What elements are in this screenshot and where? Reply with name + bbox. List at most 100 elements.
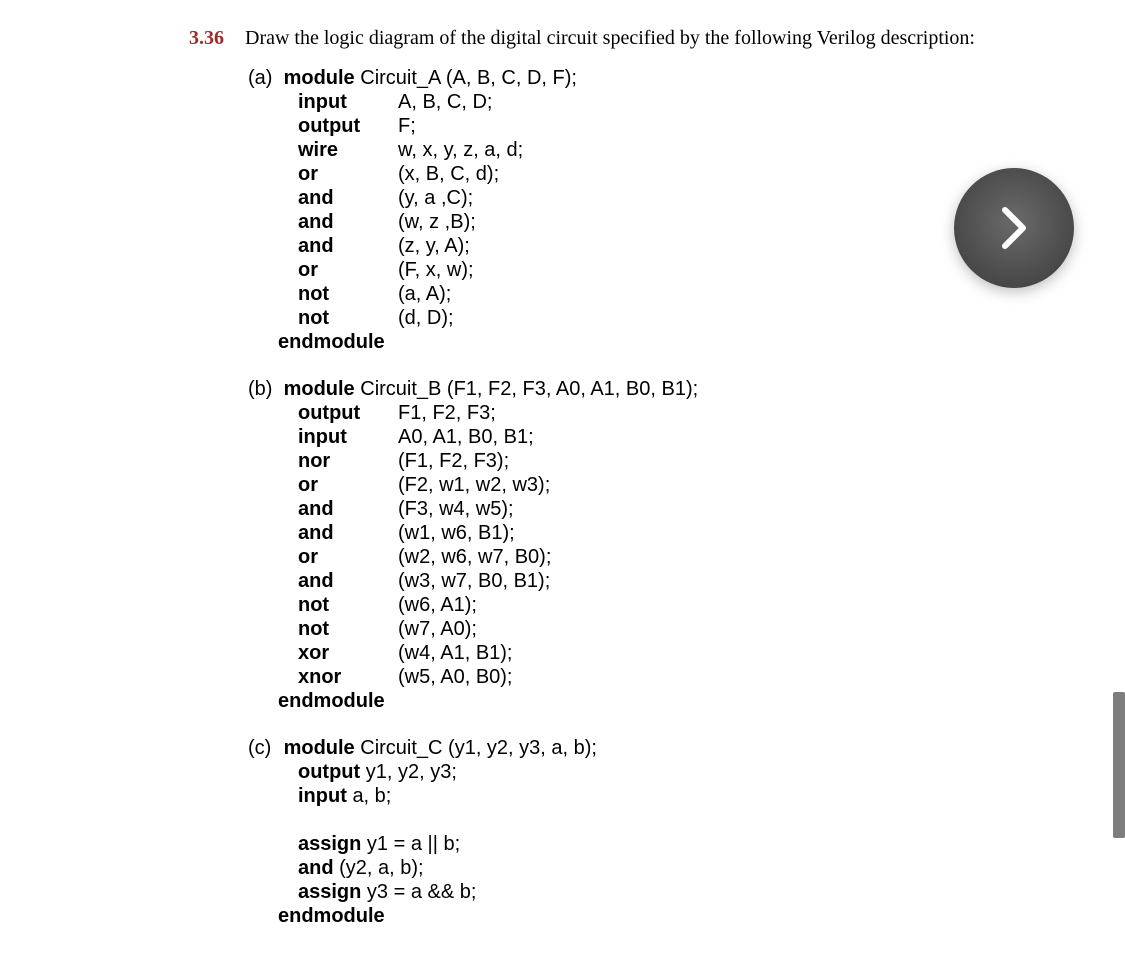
code-line: and(F3, w4, w5);: [298, 497, 698, 521]
next-button[interactable]: [954, 168, 1074, 288]
args: (y, a ,C);: [398, 186, 473, 210]
keyword: or: [298, 473, 398, 497]
keyword: input: [298, 785, 352, 807]
code-line: or(w2, w6, w7, B0);: [298, 545, 698, 569]
page: 3.36 Draw the logic diagram of the digit…: [0, 0, 1125, 956]
args: (y2, a, b);: [339, 857, 423, 879]
part-c-header: (c) module Circuit_C (y1, y2, y3, a, b);: [248, 736, 597, 760]
part-b-end: endmodule: [278, 689, 698, 713]
args: (w1, w6, B1);: [398, 521, 515, 545]
args: (z, y, A);: [398, 234, 470, 258]
question-text: Draw the logic diagram of the digital ci…: [245, 27, 975, 50]
part-c: (c) module Circuit_C (y1, y2, y3, a, b);…: [248, 736, 597, 928]
code-line: and (y2, a, b);: [298, 856, 597, 880]
keyword: and: [298, 521, 398, 545]
keyword: xnor: [298, 665, 398, 689]
args: A, B, C, D;: [398, 90, 492, 114]
args: y3 = a && b;: [367, 881, 477, 903]
code-line: output y1, y2, y3;: [298, 760, 597, 784]
code-line: not(w6, A1);: [298, 593, 698, 617]
part-a-label: (a): [248, 66, 278, 90]
args: (w3, w7, B0, B1);: [398, 569, 550, 593]
keyword: output: [298, 761, 366, 783]
keyword: wire: [298, 138, 398, 162]
code-line: not(a, A);: [298, 282, 577, 306]
code-line: and(w, z ,B);: [298, 210, 577, 234]
keyword: not: [298, 593, 398, 617]
code-line: xor(w4, A1, B1);: [298, 641, 698, 665]
args: a, b;: [352, 785, 391, 807]
args: y1, y2, y3;: [366, 761, 457, 783]
keyword: or: [298, 545, 398, 569]
args: (F2, w1, w2, w3);: [398, 473, 550, 497]
code-line: xnor(w5, A0, B0);: [298, 665, 698, 689]
args: (F, x, w);: [398, 258, 474, 282]
code-line: nor(F1, F2, F3);: [298, 449, 698, 473]
code-line: and(z, y, A);: [298, 234, 577, 258]
keyword: input: [298, 425, 398, 449]
part-a-body: inputA, B, C, D; outputF; wirew, x, y, z…: [298, 90, 577, 330]
code-line: input a, b;: [298, 784, 597, 808]
code-line: outputF;: [298, 114, 577, 138]
code-line: inputA, B, C, D;: [298, 90, 577, 114]
part-b-header: (b) module Circuit_B (F1, F2, F3, A0, A1…: [248, 377, 698, 401]
part-b: (b) module Circuit_B (F1, F2, F3, A0, A1…: [248, 377, 698, 713]
args: F;: [398, 114, 416, 138]
keyword: and: [298, 186, 398, 210]
part-a-module-kw: module: [284, 67, 355, 89]
part-b-body: outputF1, F2, F3; inputA0, A1, B0, B1; n…: [298, 401, 698, 689]
keyword: output: [298, 114, 398, 138]
args: y1 = a || b;: [367, 833, 460, 855]
part-c-decls: output y1, y2, y3; input a, b;: [298, 760, 597, 808]
keyword: assign: [298, 881, 367, 903]
keyword: assign: [298, 833, 367, 855]
code-line: and(y, a ,C);: [298, 186, 577, 210]
args: (w7, A0);: [398, 617, 477, 641]
args: (w5, A0, B0);: [398, 665, 513, 689]
keyword: or: [298, 162, 398, 186]
keyword: and: [298, 497, 398, 521]
args: F1, F2, F3;: [398, 401, 496, 425]
part-c-module-decl: Circuit_C (y1, y2, y3, a, b);: [355, 737, 597, 759]
keyword: and: [298, 857, 339, 879]
code-line: assign y3 = a && b;: [298, 880, 597, 904]
part-c-module-kw: module: [284, 737, 355, 759]
code-line: not(w7, A0);: [298, 617, 698, 641]
part-c-body: assign y1 = a || b; and (y2, a, b); assi…: [298, 832, 597, 904]
args: (F3, w4, w5);: [398, 497, 514, 521]
keyword: and: [298, 234, 398, 258]
code-line: not(d, D);: [298, 306, 577, 330]
keyword: or: [298, 258, 398, 282]
question-row: 3.36 Draw the logic diagram of the digit…: [189, 27, 975, 50]
part-a-module-decl: Circuit_A (A, B, C, D, F);: [355, 67, 577, 89]
args: (x, B, C, d);: [398, 162, 499, 186]
part-a-header: (a) module Circuit_A (A, B, C, D, F);: [248, 66, 577, 90]
scrollbar-thumb[interactable]: [1113, 692, 1125, 838]
part-a-end: endmodule: [278, 330, 577, 354]
args: (w, z ,B);: [398, 210, 476, 234]
part-c-label: (c): [248, 736, 278, 760]
question-number: 3.36: [189, 27, 245, 50]
part-a: (a) module Circuit_A (A, B, C, D, F); in…: [248, 66, 577, 354]
args: A0, A1, B0, B1;: [398, 425, 534, 449]
keyword: output: [298, 401, 398, 425]
code-line: outputF1, F2, F3;: [298, 401, 698, 425]
code-line: wirew, x, y, z, a, d;: [298, 138, 577, 162]
part-c-end: endmodule: [278, 904, 597, 928]
chevron-right-icon: [997, 204, 1031, 252]
part-b-module-decl: Circuit_B (F1, F2, F3, A0, A1, B0, B1);: [355, 378, 698, 400]
keyword: and: [298, 569, 398, 593]
args: (w6, A1);: [398, 593, 477, 617]
code-line: or(x, B, C, d);: [298, 162, 577, 186]
blank-line: [248, 808, 597, 832]
args: (a, A);: [398, 282, 451, 306]
keyword: input: [298, 90, 398, 114]
part-b-module-kw: module: [284, 378, 355, 400]
code-line: or(F, x, w);: [298, 258, 577, 282]
keyword: not: [298, 617, 398, 641]
keyword: and: [298, 210, 398, 234]
code-line: inputA0, A1, B0, B1;: [298, 425, 698, 449]
keyword: not: [298, 282, 398, 306]
keyword: nor: [298, 449, 398, 473]
args: (F1, F2, F3);: [398, 449, 509, 473]
